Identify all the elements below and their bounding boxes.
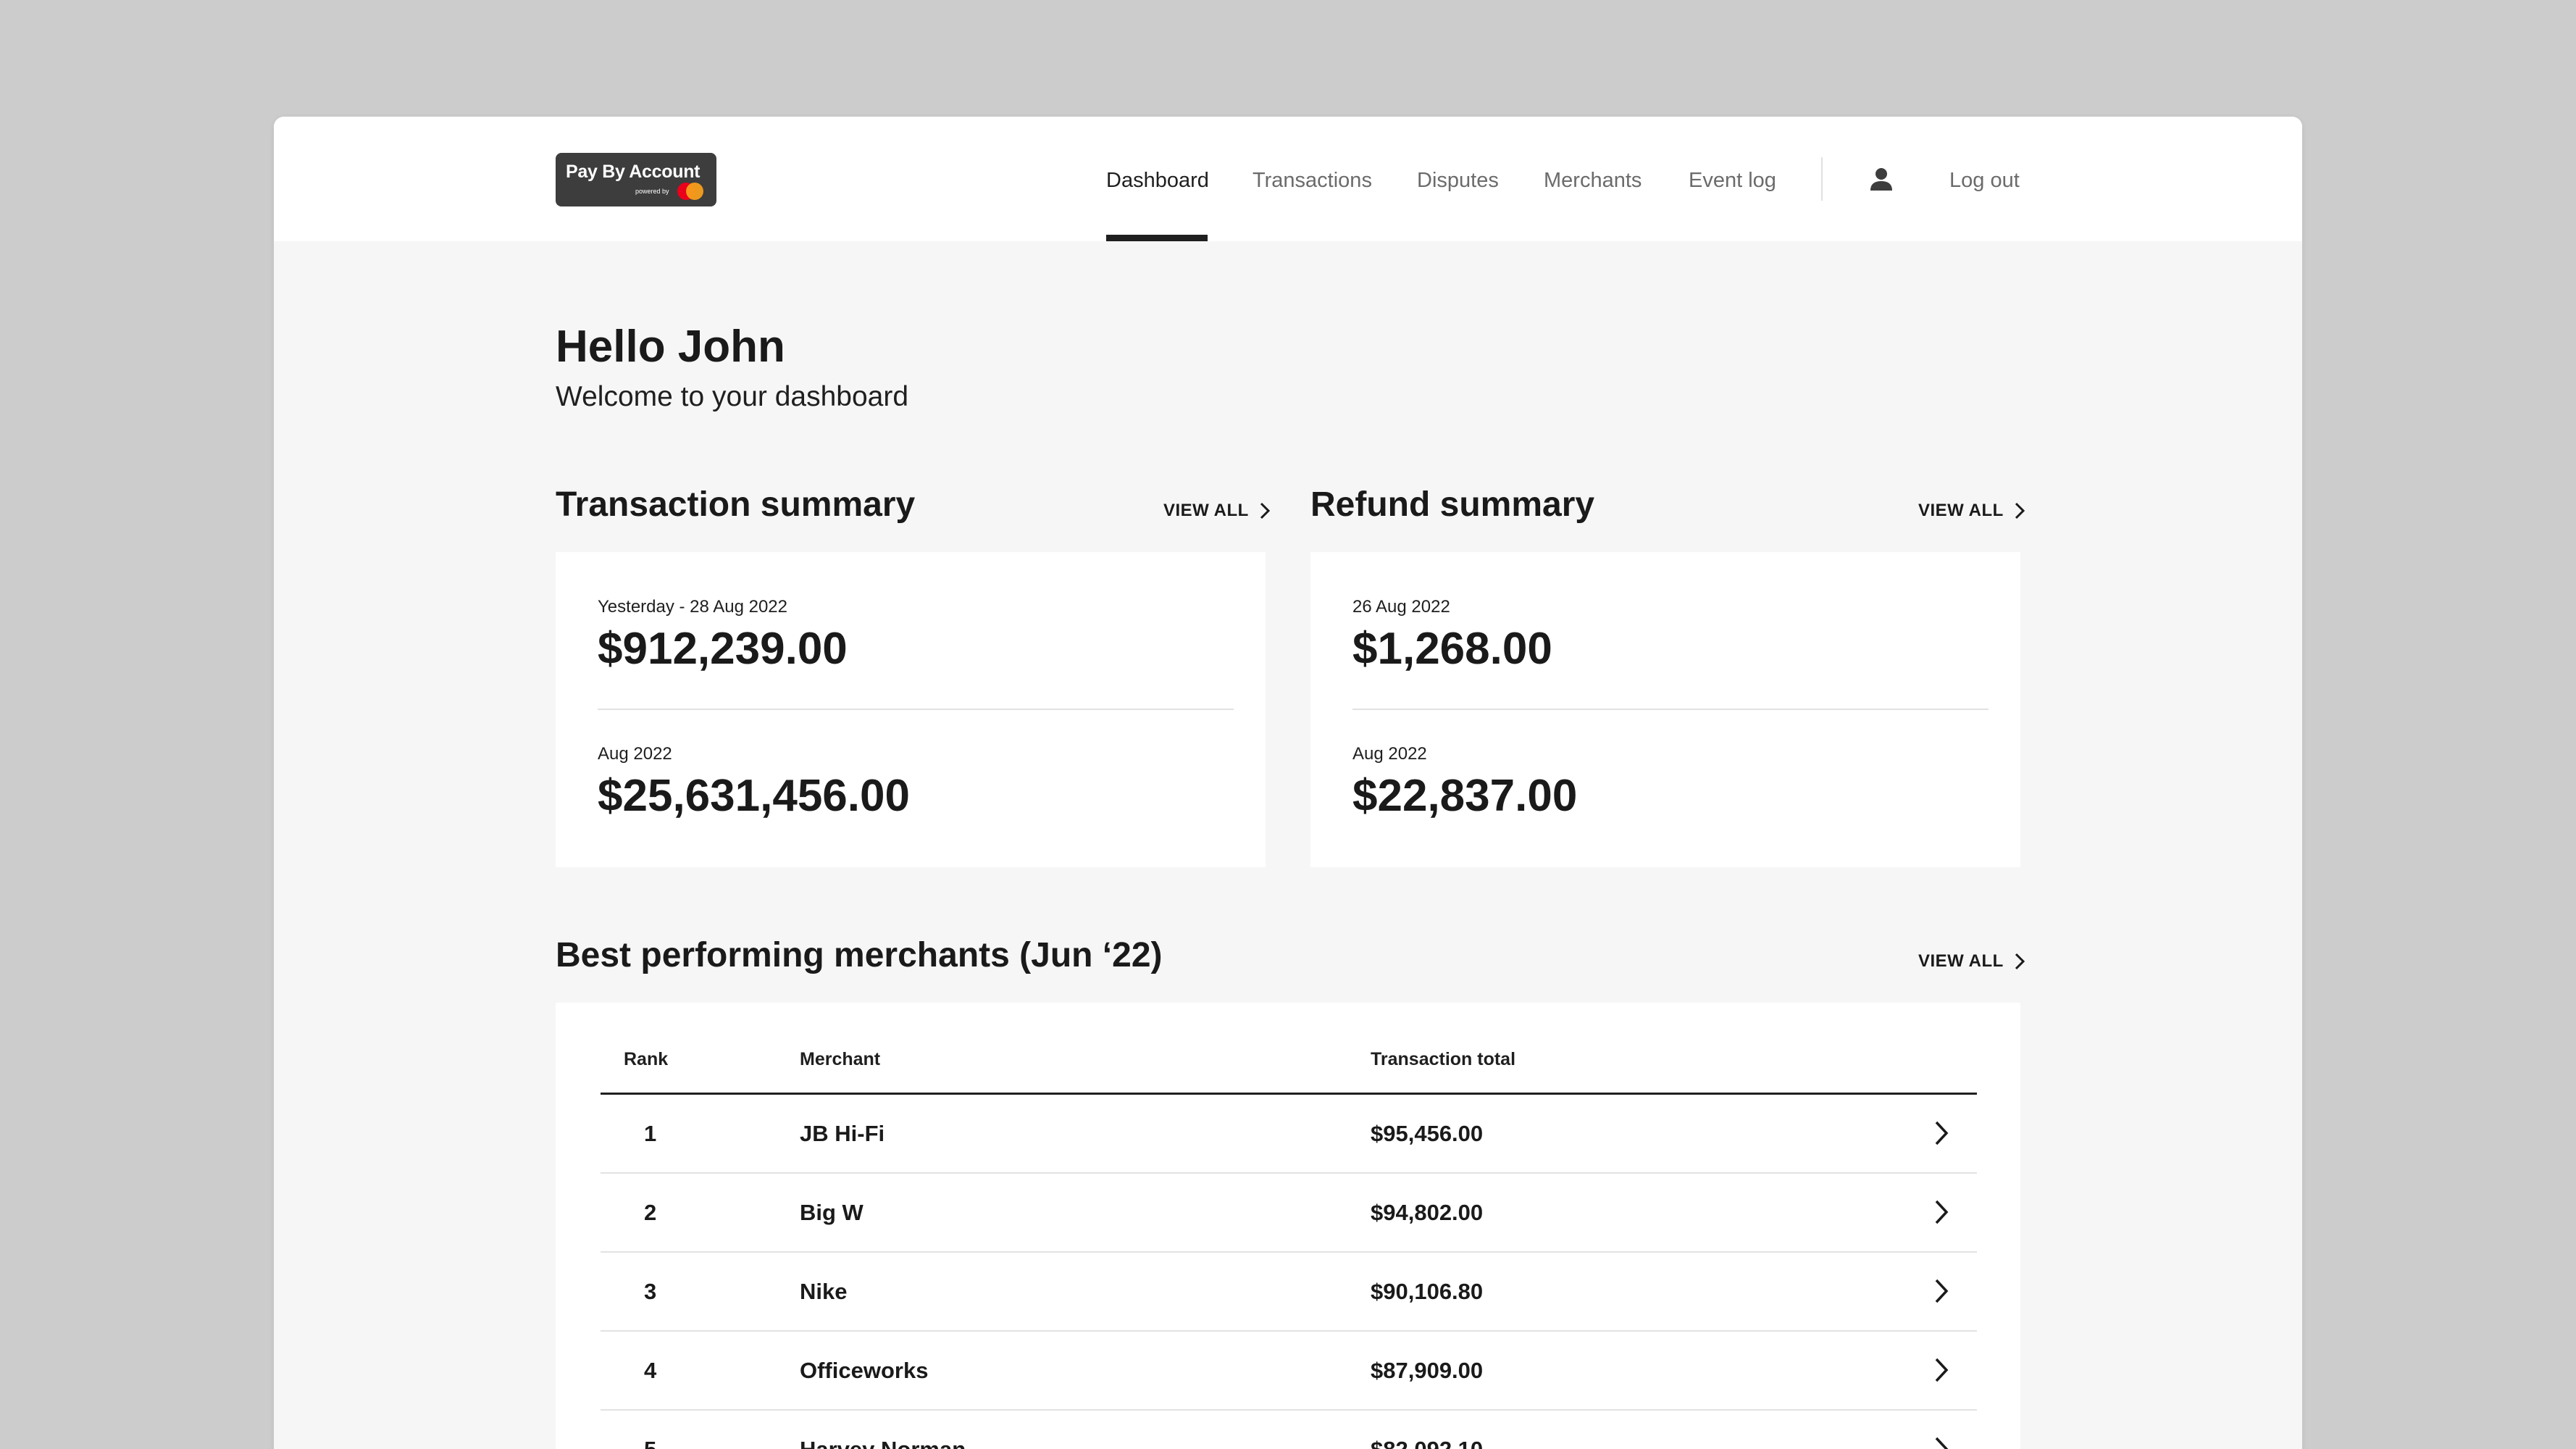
chevron-right-icon[interactable] [1933,1356,1949,1384]
merchant-cell: Nike [800,1279,848,1304]
view-all-label: VIEW ALL [1918,951,2004,971]
best-merchants-view-all-link[interactable]: VIEW ALL [1918,951,2025,972]
app-window: Pay By Account powered by Dashboard Tran… [274,117,2302,1449]
logout-link[interactable]: Log out [1949,169,2020,192]
stat-label: Aug 2022 [1352,744,1427,764]
stat-value: $22,837.00 [1352,771,1578,821]
active-tab-indicator [1106,235,1208,241]
rank-cell: 4 [644,1358,657,1383]
rank-cell: 1 [644,1121,657,1146]
rank-cell: 2 [644,1200,657,1225]
greeting-heading: Hello John [556,322,785,372]
nav-event-log[interactable]: Event log [1689,169,1776,192]
chevron-right-icon[interactable] [1933,1435,1949,1449]
merchant-cell: Harvey Norman [800,1437,966,1449]
rank-cell: 5 [644,1437,656,1449]
user-profile-icon[interactable] [1868,166,1894,192]
total-cell: $87,909.00 [1371,1358,1484,1383]
chevron-right-icon [2015,953,2025,970]
total-cell: $95,456.00 [1371,1121,1484,1146]
table-row[interactable]: 3 Nike $90,106.80 [601,1253,1977,1332]
refund-summary-card: 26 Aug 2022 $1,268.00 Aug 2022 $22,837.0… [1310,552,2020,867]
stat-label: Aug 2022 [598,744,672,764]
merchant-cell: JB Hi-Fi [800,1121,885,1146]
column-header-merchant: Merchant [800,1049,881,1069]
nav-divider [1821,157,1823,201]
stat-label: Yesterday - 28 Aug 2022 [598,597,787,617]
stat-label: 26 Aug 2022 [1352,597,1450,617]
nav-merchants[interactable]: Merchants [1544,169,1642,192]
chevron-right-icon[interactable] [1933,1277,1949,1305]
logo-subtext: powered by [635,188,669,195]
welcome-subtitle: Welcome to your dashboard [556,381,909,412]
total-cell: $90,106.80 [1371,1279,1484,1304]
table-row[interactable]: 2 Big W $94,802.00 [601,1174,1977,1253]
chevron-right-icon [1260,502,1270,519]
chevron-right-icon[interactable] [1933,1119,1949,1147]
nav-dashboard[interactable]: Dashboard [1106,169,1209,192]
table-header-divider [601,1093,1977,1095]
chevron-right-icon[interactable] [1933,1198,1949,1226]
table-row[interactable]: 4 Officeworks $87,909.00 [601,1332,1977,1411]
column-header-transaction-total: Transaction total [1371,1049,1516,1069]
logo-text: Pay By Account [566,162,701,182]
table-row[interactable]: 1 JB Hi-Fi $95,456.00 [601,1095,1977,1174]
merchants-table: Rank Merchant Transaction total 1 JB Hi-… [556,1003,2020,1449]
card-divider [598,709,1234,710]
stat-value: $25,631,456.00 [598,771,910,821]
merchant-cell: Officeworks [800,1358,929,1383]
stat-value: $1,268.00 [1352,624,1552,674]
chevron-right-icon [2015,502,2025,519]
nav-transactions[interactable]: Transactions [1253,169,1372,192]
view-all-label: VIEW ALL [1163,501,1249,520]
transaction-summary-view-all-link[interactable]: VIEW ALL [1163,501,1271,521]
refund-summary-title: Refund summary [1310,485,1595,524]
best-merchants-title: Best performing merchants (Jun ‘22) [556,936,1163,974]
nav-disputes[interactable]: Disputes [1417,169,1499,192]
total-cell: $82,092.10 [1371,1437,1483,1449]
stat-value: $912,239.00 [598,624,848,674]
top-navigation-bar: Pay By Account powered by Dashboard Tran… [274,117,2302,241]
card-divider [1352,709,1989,710]
merchant-cell: Big W [800,1200,863,1225]
table-row[interactable]: 5 Harvey Norman $82,092.10 [601,1411,1977,1449]
view-all-label: VIEW ALL [1918,501,2004,520]
mastercard-icon [677,183,706,200]
rank-cell: 3 [644,1279,657,1304]
total-cell: $94,802.00 [1371,1200,1484,1225]
transaction-summary-card: Yesterday - 28 Aug 2022 $912,239.00 Aug … [556,552,1266,867]
transaction-summary-title: Transaction summary [556,485,916,524]
refund-summary-view-all-link[interactable]: VIEW ALL [1918,501,2025,521]
pay-by-account-logo[interactable]: Pay By Account powered by [556,153,716,206]
column-header-rank: Rank [624,1049,669,1069]
